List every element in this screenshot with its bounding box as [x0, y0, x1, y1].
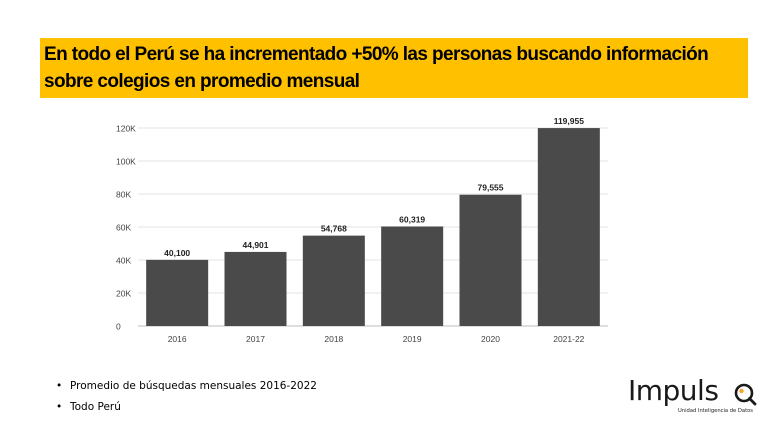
bar	[302, 235, 365, 326]
logo-subtitle: Unidad Inteligencia de Datos	[678, 408, 753, 414]
notes-list: • Promedio de búsquedas mensuales 2016-20…	[56, 376, 317, 418]
y-tick-label: 60K	[116, 223, 131, 233]
data-label: 60,319	[399, 214, 425, 224]
logo-wordmark: Impuls	[628, 374, 719, 407]
title-line-2: sobre colegios en promedio mensual	[44, 71, 360, 92]
y-tick-label: 20K	[116, 289, 131, 299]
bar	[224, 251, 287, 326]
note-item: • Todo Perú	[56, 397, 317, 418]
note-text: Promedio de búsquedas mensuales 2016-202…	[70, 380, 317, 392]
bullet-icon: •	[56, 380, 63, 392]
y-tick-label: 0	[116, 322, 121, 332]
bar	[381, 226, 444, 326]
x-tick-label: 2019	[403, 334, 422, 344]
magnifier-logo-icon	[734, 383, 757, 406]
title-banner: En todo el Perú se ha incrementado +50% …	[40, 38, 748, 98]
note-item: • Promedio de búsquedas mensuales 2016-20…	[56, 376, 317, 397]
data-label: 40,100	[164, 248, 190, 258]
x-tick-label: 2017	[246, 334, 265, 344]
data-label: 119,955	[554, 118, 585, 126]
x-tick-label: 2020	[481, 334, 500, 344]
data-label: 44,901	[243, 240, 269, 250]
x-tick-label: 2018	[324, 334, 343, 344]
bar	[146, 259, 209, 326]
y-tick-label: 80K	[116, 190, 131, 200]
bullet-icon: •	[56, 401, 63, 413]
data-label: 79,555	[478, 183, 504, 193]
y-tick-label: 40K	[116, 256, 131, 266]
y-tick-label: 120K	[116, 124, 136, 134]
x-tick-label: 2016	[168, 334, 187, 344]
note-text: Todo Perú	[70, 401, 121, 413]
impulso-logo: Impuls Unidad Inteligencia de Datos	[628, 376, 758, 420]
y-tick-label: 100K	[116, 157, 136, 167]
data-label: 54,768	[321, 224, 347, 234]
title-line-1: En todo el Perú se ha incrementado +50% …	[44, 44, 709, 65]
bar	[459, 194, 522, 326]
x-tick-label: 2021-22	[553, 334, 584, 344]
bar	[537, 128, 600, 326]
bar-chart: 0 20K 40K 60K 80K 100K 120K 40,100 2016 44,901 201…	[116, 118, 608, 344]
